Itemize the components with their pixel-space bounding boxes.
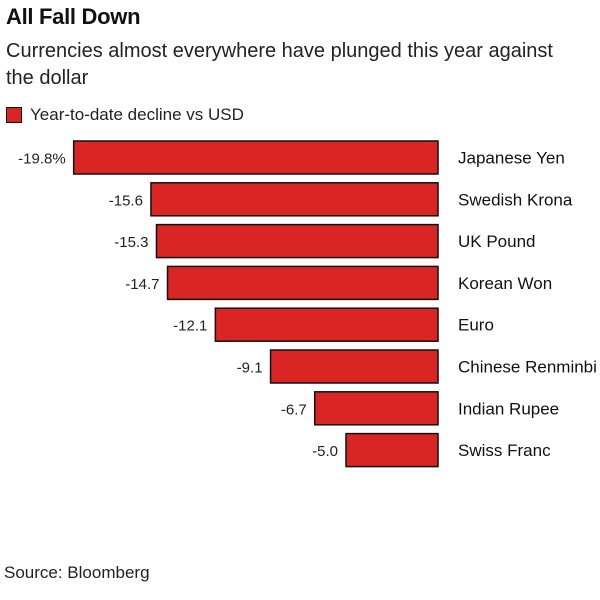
bar-indian-rupee xyxy=(313,391,439,426)
data-label: -15.6 xyxy=(109,192,143,209)
category-label: Korean Won xyxy=(458,274,552,293)
chart-title: All Fall Down xyxy=(6,4,141,29)
chart-subtitle: Currencies almost everywhere have plunge… xyxy=(6,40,553,89)
legend-swatch xyxy=(6,107,22,123)
bar-euro xyxy=(214,307,439,342)
data-label: -15.3 xyxy=(114,234,148,251)
data-label: -14.7 xyxy=(125,276,159,293)
bar-uk-pound xyxy=(155,223,439,259)
data-label: -5.0 xyxy=(312,443,338,460)
category-label: Indian Rupee xyxy=(458,399,559,418)
category-label: Japanese Yen xyxy=(458,149,565,168)
legend: Year-to-date decline vs USD xyxy=(6,105,244,125)
bar-korean-won xyxy=(166,265,439,301)
legend-label: Year-to-date decline vs USD xyxy=(30,105,244,124)
category-label: Euro xyxy=(458,316,494,335)
data-label: -19.8% xyxy=(18,151,66,168)
category-label: UK Pound xyxy=(458,232,536,251)
category-label: Chinese Renminbi xyxy=(458,358,597,377)
bar-chinese-renminbi xyxy=(269,349,439,384)
bar-swedish-krona xyxy=(150,182,439,217)
bar-swiss-franc xyxy=(345,432,439,468)
category-label: Swedish Krona xyxy=(458,190,573,209)
data-label: -6.7 xyxy=(281,401,307,418)
data-label: -12.1 xyxy=(173,318,207,335)
source-note: Source: Bloomberg xyxy=(4,563,150,582)
bar-japanese-yen xyxy=(72,140,439,175)
data-label: -9.1 xyxy=(237,360,263,377)
category-label: Swiss Franc xyxy=(458,441,551,460)
